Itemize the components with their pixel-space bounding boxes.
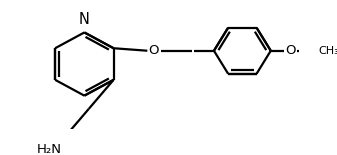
Text: O: O <box>148 44 159 57</box>
Text: N: N <box>79 12 90 27</box>
Text: CH₃: CH₃ <box>319 46 337 56</box>
Text: H₂N: H₂N <box>37 143 62 155</box>
Text: O: O <box>285 44 296 57</box>
